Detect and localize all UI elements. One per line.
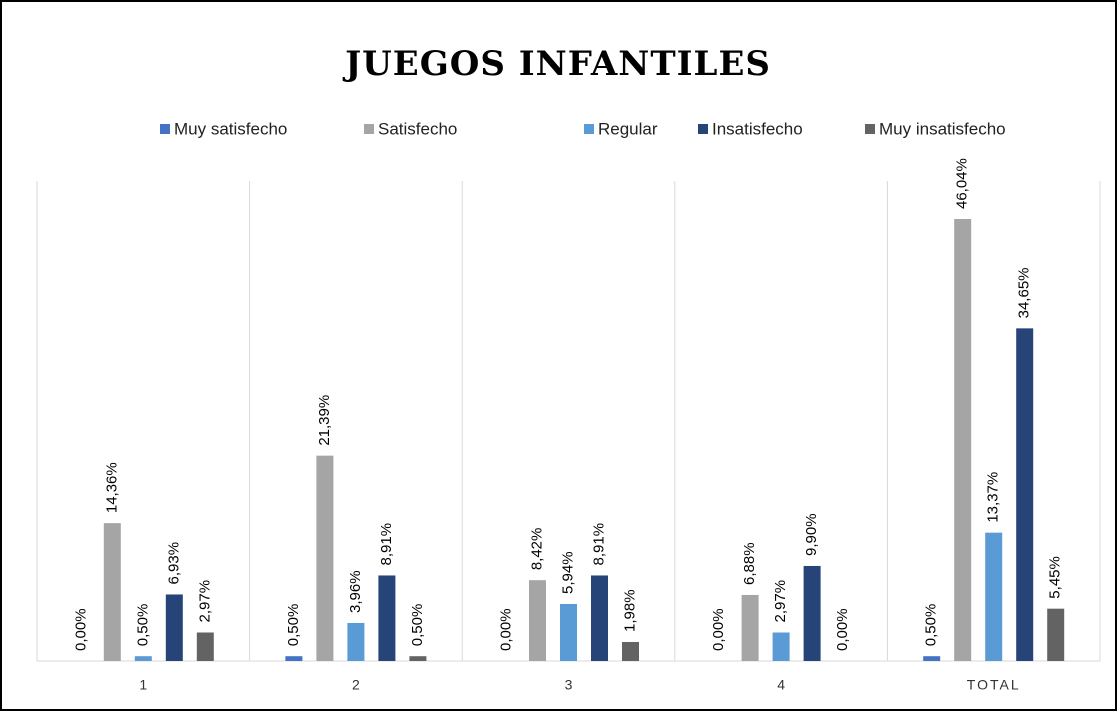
bar	[378, 575, 396, 661]
legend-swatch	[865, 124, 875, 134]
bar	[529, 580, 546, 661]
x-tick-label: TOTAL	[967, 677, 1021, 693]
bar	[954, 219, 972, 662]
data-label: 34,65%	[1016, 267, 1033, 318]
bar	[134, 656, 152, 661]
bar	[560, 603, 577, 661]
data-label: 21,39%	[316, 395, 333, 446]
data-label: 0,00%	[72, 608, 89, 651]
legend-label: Muy insatisfecho	[879, 119, 1006, 138]
bar	[741, 594, 759, 661]
data-label: 0,00%	[710, 608, 727, 651]
data-label: 0,50%	[923, 604, 940, 647]
data-label: 46,04%	[954, 158, 971, 209]
data-label: 3,96%	[347, 570, 364, 613]
bar	[1047, 608, 1065, 661]
legend-label: Insatisfecho	[712, 119, 803, 138]
legend-swatch	[364, 124, 374, 134]
data-label: 6,93%	[165, 542, 182, 585]
bar	[622, 641, 639, 661]
bar	[103, 523, 121, 661]
data-label: 2,97%	[196, 580, 213, 623]
bar	[165, 594, 183, 661]
data-label: 5,94%	[559, 551, 576, 594]
data-label: 8,42%	[528, 528, 545, 571]
bar	[316, 455, 334, 661]
data-label: 1,98%	[621, 589, 638, 632]
data-label: 8,91%	[590, 523, 607, 566]
data-label: 9,90%	[803, 513, 820, 556]
legend-swatch	[160, 124, 170, 134]
legend-swatch	[698, 124, 708, 134]
data-label: 8,91%	[378, 523, 395, 566]
data-label: 0,50%	[409, 604, 426, 647]
bar	[803, 565, 821, 661]
x-tick-label: 2	[352, 677, 360, 693]
legend-label: Regular	[598, 119, 658, 138]
legend-label: Satisfecho	[378, 119, 457, 138]
bar	[409, 656, 427, 661]
data-label: 0,00%	[834, 608, 851, 651]
legend-swatch	[584, 124, 594, 134]
x-tick-label: 4	[777, 677, 785, 693]
bar	[347, 622, 365, 661]
data-label: 6,88%	[741, 542, 758, 585]
x-tick-label: 3	[565, 677, 573, 693]
bar	[985, 532, 1003, 661]
bar	[591, 575, 608, 661]
data-label: 0,50%	[285, 604, 302, 647]
data-label: 0,00%	[497, 608, 514, 651]
data-label: 0,50%	[134, 604, 151, 647]
bar	[923, 656, 941, 661]
data-label: 2,97%	[772, 580, 789, 623]
bar	[285, 656, 303, 661]
bar	[196, 632, 214, 661]
data-label: 13,37%	[985, 472, 1002, 523]
data-label: 5,45%	[1047, 556, 1064, 599]
chart-title: JUEGOS INFANTILES	[342, 44, 771, 84]
bar	[1016, 328, 1034, 661]
legend-label: Muy satisfecho	[174, 119, 287, 138]
data-label: 14,36%	[103, 462, 120, 513]
bar	[772, 632, 790, 661]
x-tick-label: 1	[139, 677, 147, 693]
